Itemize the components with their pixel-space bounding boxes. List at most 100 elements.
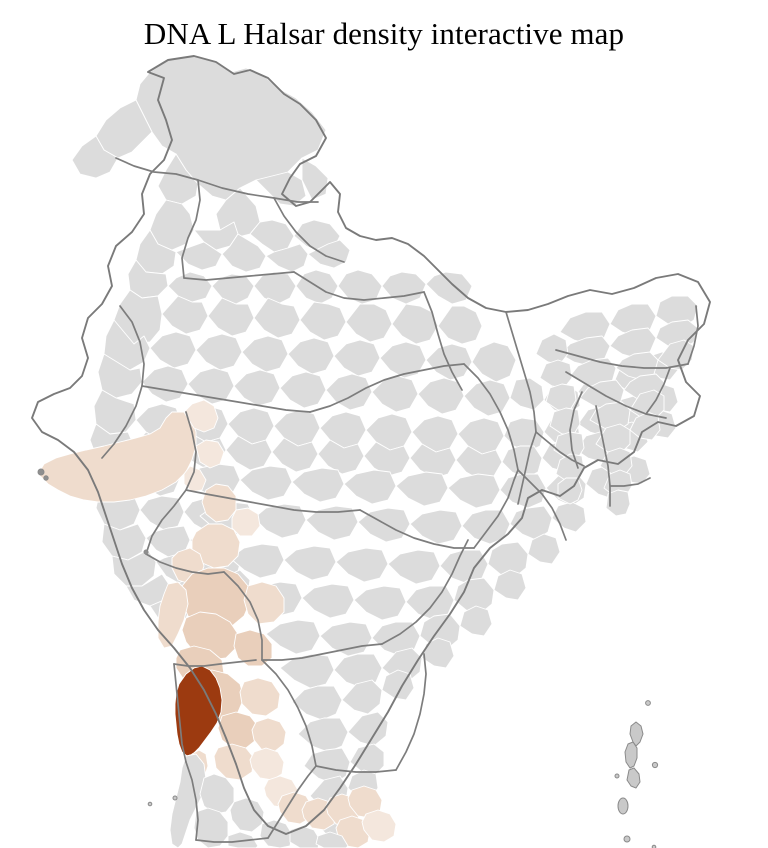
district-shape [176, 242, 222, 270]
region-mahesana[interactable] [184, 466, 206, 492]
district-shape [300, 302, 346, 340]
state-border [556, 350, 688, 368]
district-shape [320, 412, 366, 448]
map-islands [38, 469, 658, 848]
state-border [518, 432, 536, 504]
district-shape [200, 774, 234, 814]
page-title: DNA L Halsar density interactive map [143, 16, 625, 51]
region-sabarkantha[interactable] [196, 440, 224, 468]
district-shape [274, 410, 320, 446]
andaman-island-shape [630, 722, 643, 746]
district-shape [280, 372, 326, 408]
island-dot [624, 836, 630, 842]
district-shape [558, 478, 582, 504]
district-shape [170, 754, 206, 848]
state-border [142, 386, 310, 412]
district-shape [426, 344, 472, 380]
district-shape [242, 336, 288, 372]
district-shape [336, 548, 388, 582]
district-shape [72, 136, 118, 178]
lakshadweep-dot [173, 796, 177, 800]
district-shape [346, 304, 392, 342]
andaman-island-shape [625, 742, 637, 768]
district-shape [162, 296, 208, 334]
state-border [688, 306, 698, 364]
region-solapur[interactable] [244, 582, 284, 624]
region-dharwad[interactable] [218, 712, 258, 748]
state-border [506, 312, 536, 432]
district-shape [114, 290, 162, 344]
district-shape [98, 354, 142, 398]
district-shape [150, 200, 194, 250]
island-dot [652, 762, 657, 767]
state-border [182, 180, 200, 278]
district-shape [422, 638, 454, 668]
state-border [316, 766, 396, 772]
state-border [596, 406, 610, 506]
district-shape [230, 798, 264, 832]
district-shape [302, 584, 354, 618]
region-davanagere[interactable] [250, 748, 284, 780]
district-shape [388, 550, 440, 584]
state-border [518, 470, 566, 540]
district-shape [168, 272, 212, 302]
state-border [224, 572, 262, 660]
district-shape [102, 524, 146, 560]
region-dhule[interactable] [232, 508, 260, 536]
district-shape [284, 546, 336, 580]
state-border [310, 364, 464, 412]
state-border [262, 660, 316, 766]
district-shape [256, 172, 306, 206]
map-choropleth-overlay[interactable] [38, 400, 396, 848]
state-border [610, 478, 650, 486]
district-shape [292, 468, 344, 502]
district-shape [344, 470, 396, 504]
district-shape [320, 622, 372, 656]
district-shape [348, 712, 388, 746]
region-nashik[interactable] [192, 524, 240, 568]
district-shape [510, 378, 544, 410]
district-shape [448, 474, 500, 508]
district-shape [382, 272, 426, 304]
district-shape [302, 158, 328, 200]
island-dot [615, 774, 619, 778]
india-choropleth-map[interactable] [0, 54, 768, 848]
district-shape [464, 380, 510, 416]
district-shape [536, 334, 568, 364]
district-shape [304, 748, 350, 784]
state-border [274, 198, 344, 262]
lakshadweep-dot [148, 802, 152, 806]
district-shape [412, 416, 458, 452]
district-shape [418, 378, 464, 414]
region-uttara-kannada-hotspot[interactable] [175, 666, 222, 756]
state-border [268, 766, 316, 838]
district-shape [150, 332, 196, 368]
island-dot [646, 701, 651, 706]
district-shape [266, 620, 320, 654]
region-banaskantha[interactable] [184, 400, 218, 432]
district-shape [540, 360, 572, 388]
region-kachchh[interactable] [38, 412, 196, 502]
district-shape [228, 408, 274, 444]
state-border [174, 664, 186, 762]
state-border [174, 660, 256, 666]
coastal-speck [44, 476, 48, 480]
map-boundaries [32, 56, 710, 842]
region-nandurbar[interactable] [202, 484, 236, 522]
district-shape [426, 272, 472, 304]
state-border [570, 392, 582, 468]
region-shivamogga[interactable] [214, 744, 254, 780]
district-shape [112, 550, 156, 586]
region-bagalkot[interactable] [240, 678, 280, 716]
state-border [360, 510, 474, 548]
district-shape [254, 272, 296, 304]
map-south-peninsula [170, 754, 348, 848]
region-haveri[interactable] [252, 718, 286, 752]
region-salem[interactable] [362, 810, 396, 842]
district-shape [438, 306, 482, 344]
country-outline [32, 56, 710, 834]
state-border [424, 292, 462, 390]
district-shape [234, 370, 280, 406]
district-shape [354, 586, 406, 620]
district-shape [334, 340, 380, 376]
